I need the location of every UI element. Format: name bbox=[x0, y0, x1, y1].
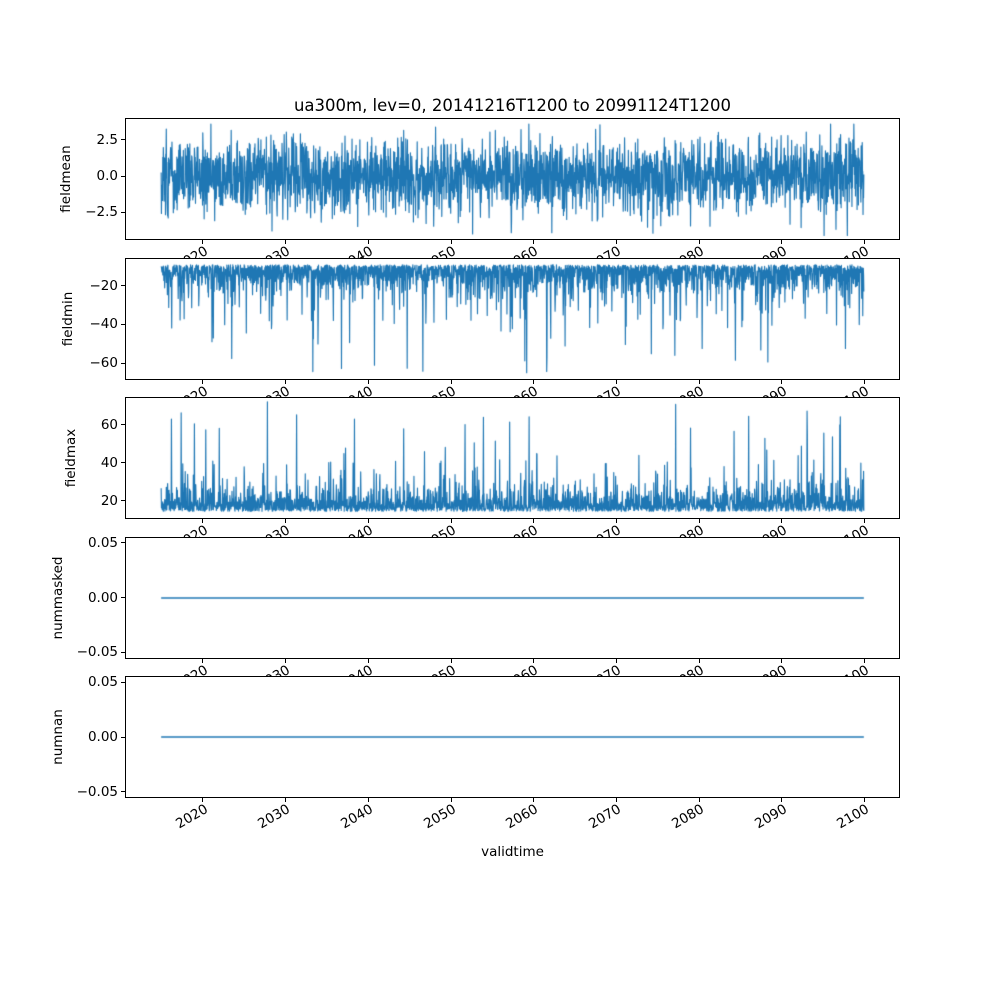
x-tick-mark bbox=[533, 798, 535, 802]
x-tick-mark bbox=[450, 658, 452, 663]
x-tick-mark bbox=[285, 658, 287, 663]
x-tick-mark bbox=[615, 798, 617, 802]
y-tick-mark bbox=[121, 500, 125, 502]
y-tick-label: 0.00 bbox=[87, 589, 118, 606]
x-tick-mark bbox=[367, 798, 369, 802]
y-tick-label: 0.05 bbox=[87, 534, 118, 551]
x-tick-mark bbox=[781, 379, 783, 384]
y-tick-mark bbox=[121, 211, 125, 213]
fieldmean-line-canvas bbox=[126, 119, 899, 239]
x-tick-mark bbox=[533, 379, 535, 384]
y-tick-label: −60 bbox=[89, 355, 119, 372]
y-tick-mark bbox=[121, 323, 125, 325]
x-tick-mark bbox=[202, 658, 204, 663]
y-tick-mark bbox=[121, 736, 125, 738]
x-tick-mark bbox=[202, 379, 204, 384]
y-tick-label: 0.05 bbox=[87, 674, 118, 691]
x-tick-mark bbox=[781, 240, 783, 244]
x-tick-mark bbox=[367, 658, 369, 663]
x-tick-mark bbox=[864, 519, 866, 523]
numnan-line-canvas bbox=[126, 677, 899, 797]
x-tick-mark bbox=[781, 798, 783, 802]
y-tick-label: −20 bbox=[89, 277, 119, 294]
x-tick-mark bbox=[698, 379, 700, 384]
y-tick-label: 20 bbox=[100, 492, 118, 509]
y-tick-mark bbox=[121, 651, 125, 653]
x-tick-mark bbox=[285, 240, 287, 244]
x-tick-mark bbox=[864, 798, 866, 802]
subplot-nummasked bbox=[125, 536, 900, 659]
y-tick-label: 40 bbox=[100, 454, 118, 471]
x-axis-label: validtime bbox=[481, 844, 544, 860]
x-tick-mark bbox=[615, 379, 617, 384]
x-tick-mark bbox=[450, 798, 452, 802]
x-tick-label: 2040 bbox=[338, 801, 376, 833]
x-tick-label: 2030 bbox=[255, 801, 294, 833]
y-tick-mark bbox=[121, 681, 125, 683]
x-tick-mark bbox=[698, 519, 700, 523]
subplot-fieldmin bbox=[125, 257, 900, 380]
y-tick-mark bbox=[121, 362, 125, 364]
x-tick-mark bbox=[698, 798, 700, 802]
x-tick-mark bbox=[450, 240, 452, 244]
x-tick-mark bbox=[285, 379, 287, 384]
y-tick-mark bbox=[121, 139, 125, 141]
y-tick-mark bbox=[121, 791, 125, 793]
nummasked-line-canvas bbox=[126, 537, 899, 658]
x-tick-mark bbox=[864, 658, 866, 663]
y-tick-label: 0.0 bbox=[96, 168, 118, 185]
x-tick-mark bbox=[698, 658, 700, 663]
x-tick-mark bbox=[202, 798, 204, 802]
x-tick-mark bbox=[450, 379, 452, 384]
x-tick-mark bbox=[615, 240, 617, 244]
x-tick-mark bbox=[450, 519, 452, 523]
x-tick-label: 2020 bbox=[172, 801, 211, 833]
y-tick-label: 2.5 bbox=[96, 131, 118, 148]
y-tick-mark bbox=[121, 462, 125, 464]
x-tick-label: 2090 bbox=[751, 801, 790, 833]
y-tick-mark bbox=[121, 542, 125, 544]
x-tick-mark bbox=[533, 240, 535, 244]
y-tick-mark bbox=[121, 285, 125, 287]
x-tick-mark bbox=[533, 658, 535, 663]
y-tick-label: 60 bbox=[100, 416, 118, 433]
x-tick-mark bbox=[202, 519, 204, 523]
x-tick-mark bbox=[698, 240, 700, 244]
y-tick-label: −2.5 bbox=[85, 204, 118, 221]
x-tick-label: 2070 bbox=[586, 801, 624, 833]
y-tick-label: −0.05 bbox=[76, 644, 118, 661]
y-tick-mark bbox=[121, 424, 125, 426]
fieldmin-line-canvas bbox=[126, 258, 899, 379]
x-tick-mark bbox=[864, 240, 866, 244]
y-tick-label: −0.05 bbox=[76, 783, 118, 800]
x-tick-mark bbox=[367, 240, 369, 244]
x-tick-label: 2060 bbox=[503, 801, 542, 833]
x-tick-mark bbox=[781, 658, 783, 663]
x-tick-mark bbox=[615, 519, 617, 523]
x-tick-label: 2100 bbox=[834, 801, 873, 833]
x-tick-mark bbox=[864, 379, 866, 384]
fieldmax-line-canvas bbox=[126, 398, 899, 518]
subplot-numnan bbox=[125, 676, 900, 798]
figure-title: ua300m, lev=0, 20141216T1200 to 20991124… bbox=[293, 96, 732, 115]
x-tick-label: 2050 bbox=[420, 801, 459, 833]
y-tick-label: 0.00 bbox=[87, 729, 118, 745]
y-tick-mark bbox=[121, 175, 125, 177]
x-tick-label: 2080 bbox=[668, 801, 707, 833]
x-tick-mark bbox=[285, 798, 287, 802]
subplot-fieldmean bbox=[125, 118, 900, 240]
y-tick-label: −40 bbox=[89, 316, 119, 333]
x-tick-mark bbox=[285, 519, 287, 523]
x-tick-mark bbox=[367, 519, 369, 523]
subplot-fieldmax bbox=[125, 397, 900, 519]
x-tick-mark bbox=[781, 519, 783, 523]
x-tick-mark bbox=[367, 379, 369, 384]
x-tick-mark bbox=[202, 240, 204, 244]
x-tick-mark bbox=[533, 519, 535, 523]
x-tick-mark bbox=[615, 658, 617, 663]
y-tick-mark bbox=[121, 597, 125, 598]
